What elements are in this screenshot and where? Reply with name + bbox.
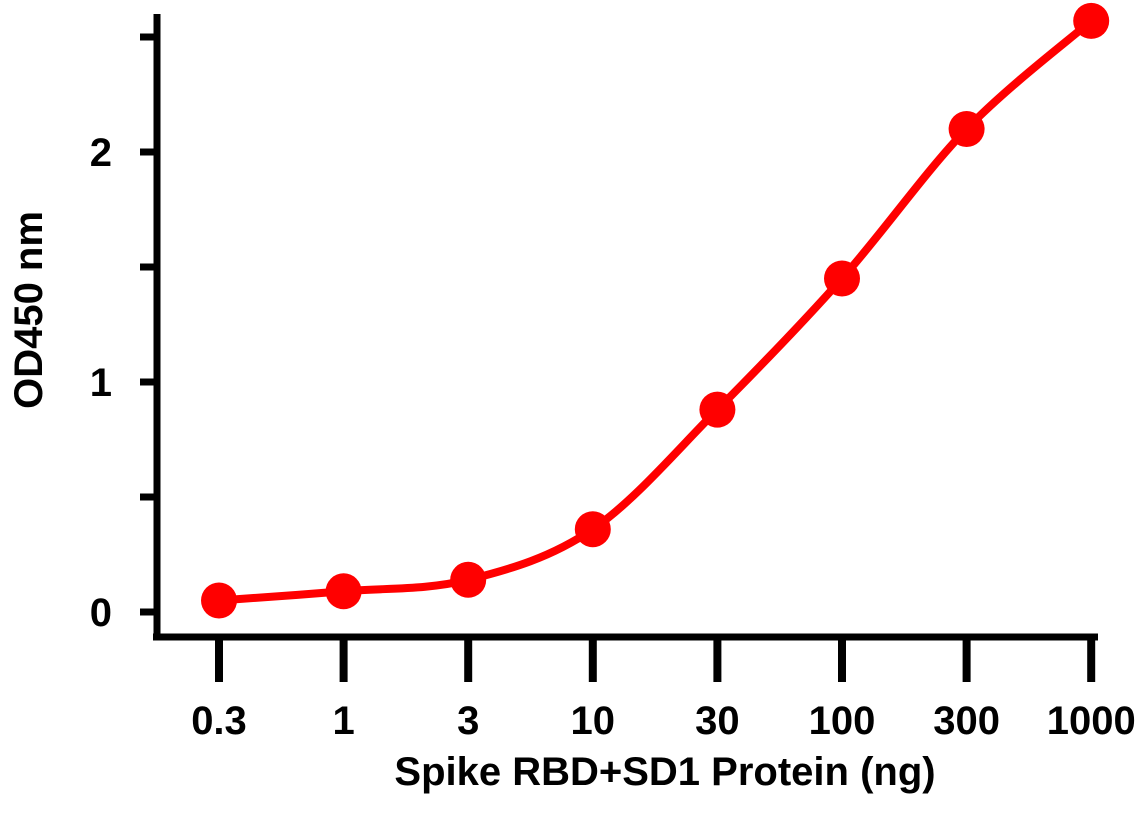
x-tick-label: 100 [809, 699, 876, 743]
data-point [450, 561, 487, 598]
series-line [215, 16, 1096, 605]
y-tick-label: 1 [90, 361, 112, 405]
y-axis-label: OD450 nm [7, 211, 51, 409]
y-tick-label: 2 [90, 131, 112, 175]
y-tick-label: 0 [90, 591, 112, 635]
x-tick-label: 30 [695, 699, 740, 743]
x-tick-label: 1000 [1047, 699, 1136, 743]
data-point [824, 260, 860, 297]
marks [201, 2, 1110, 619]
x-tick-label: 1 [332, 699, 354, 743]
data-point [948, 111, 985, 147]
x-tick-label: 10 [571, 699, 616, 743]
data-point [325, 573, 362, 610]
x-tick-label: 3 [457, 699, 479, 743]
data-point [1073, 2, 1110, 39]
x-axis-label: Spike RBD+SD1 Protein (ng) [394, 750, 935, 794]
x-tick-label: 300 [933, 699, 1000, 743]
data-point [574, 511, 611, 548]
data-point [699, 391, 736, 428]
data-point [201, 582, 237, 619]
axes: 0 1 2 0.3 1 3 10 30 100 300 1000 [90, 14, 1136, 743]
x-tick-label: 0.3 [191, 699, 247, 743]
